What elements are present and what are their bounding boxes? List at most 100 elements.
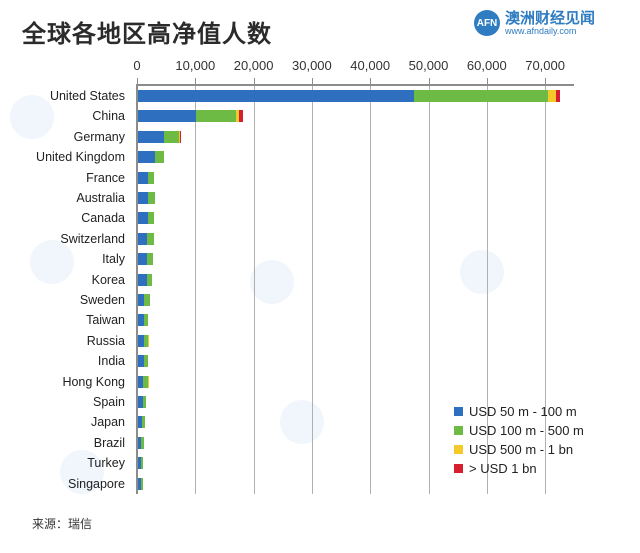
category-label: Switzerland: [60, 231, 125, 246]
bar: [138, 171, 155, 184]
category-label: Italy: [102, 252, 125, 267]
x-tick-label: 0: [133, 58, 141, 73]
bar-segment: [142, 416, 145, 429]
x-tick-label: 10,000: [175, 58, 216, 73]
category-label: Spain: [93, 395, 125, 409]
watermark-logo: [280, 400, 324, 444]
bar-segment: [143, 375, 148, 388]
bar-segment: [140, 457, 144, 470]
bar: [138, 90, 561, 102]
x-tick: [311, 78, 313, 84]
category-label: Sweden: [79, 293, 125, 307]
bar-segment: [164, 130, 179, 143]
bar: [138, 396, 147, 408]
category-label: Canada: [81, 211, 125, 226]
bar-segment: [138, 396, 143, 408]
bar: [138, 314, 149, 327]
bar: [138, 334, 150, 347]
bar-segment: [138, 314, 145, 327]
bar-segment: [413, 90, 548, 102]
legend-label: USD 100 m - 500 m: [469, 423, 584, 438]
bar-segment: [144, 294, 150, 306]
legend-swatch: [454, 407, 463, 416]
category-label: China: [92, 109, 125, 124]
legend-label: > USD 1 bn: [469, 461, 537, 476]
bar-segment: [138, 477, 141, 490]
watermark-logo: [460, 250, 504, 294]
bar-segment: [147, 253, 153, 266]
afn-logo-icon: AFN: [474, 10, 500, 36]
bar-segment: [138, 436, 142, 449]
category-label: United States: [49, 89, 125, 103]
bar-segment: [144, 314, 149, 327]
legend-item: USD 500 m - 1 bn: [454, 440, 584, 459]
gridline: [486, 84, 488, 494]
gridline: [311, 84, 313, 494]
category-label: France: [86, 170, 125, 185]
category-label: United Kingdom: [36, 150, 125, 165]
bar-segment: [146, 273, 152, 286]
bar-segment: [138, 232, 148, 245]
gridline: [253, 84, 255, 494]
category-label: Singapore: [68, 476, 125, 491]
x-tick: [545, 78, 547, 84]
bar-segment: [138, 130, 165, 143]
bar: [138, 130, 181, 143]
x-tick-label: 20,000: [233, 58, 274, 73]
bar: [138, 110, 243, 123]
category-label: Australia: [76, 191, 125, 205]
legend-label: USD 50 m - 100 m: [469, 404, 577, 419]
bar-segment: [147, 192, 155, 204]
bar-segment: [138, 171, 148, 184]
bar-segment: [138, 375, 144, 388]
bar-segment: [147, 212, 155, 225]
watermark-logo: [30, 240, 74, 284]
gridline: [428, 84, 430, 494]
watermark-logo: [60, 450, 104, 494]
bar-segment: [138, 253, 148, 266]
category-label: Hong Kong: [62, 374, 125, 389]
legend-swatch: [454, 464, 463, 473]
watermark-logo: [10, 95, 54, 139]
bar-segment: [196, 110, 236, 123]
bar: [138, 355, 148, 368]
bar: [138, 375, 149, 388]
category-label: Taiwan: [86, 313, 125, 328]
bar-segment: [138, 294, 145, 306]
brand-logo: AFN 澳洲财经见闻 www.afndaily.com: [474, 10, 595, 36]
category-label: Russia: [86, 333, 125, 348]
bar-segment: [138, 110, 197, 123]
bar: [138, 253, 153, 266]
bar-segment: [143, 355, 148, 368]
bar-segment: [147, 375, 149, 388]
chart-title: 全球各地区高净值人数: [22, 20, 272, 48]
bar-segment: [138, 355, 144, 368]
x-axis-line: [137, 84, 574, 86]
bar-segment: [178, 130, 180, 143]
legend: USD 50 m - 100 m USD 100 m - 500 m USD 500…: [454, 402, 584, 478]
x-tick: [253, 78, 255, 84]
x-tick: [195, 78, 197, 84]
category-label: India: [97, 354, 125, 369]
bar: [138, 457, 144, 470]
category-label: Brazil: [93, 435, 125, 450]
category-label: Japan: [90, 415, 125, 430]
category-label: Germany: [73, 129, 125, 144]
bar-segment: [555, 90, 561, 102]
x-tick-label: 70,000: [525, 58, 565, 73]
x-tick-label: 40,000: [350, 58, 391, 73]
bar: [138, 232, 154, 245]
bar-segment: [138, 90, 414, 102]
bar-segment: [142, 396, 147, 408]
bar: [138, 436, 145, 449]
bar-segment: [147, 232, 154, 245]
x-tick-label: 50,000: [408, 58, 449, 73]
bar-segment: [138, 273, 147, 286]
bar-segment: [238, 110, 243, 123]
category-label: Turkey: [87, 456, 125, 471]
bar-segment: [138, 416, 143, 429]
bar-segment: [235, 110, 239, 123]
gridline: [370, 84, 372, 494]
gridline: [195, 84, 197, 494]
y-axis-line: [136, 84, 138, 494]
